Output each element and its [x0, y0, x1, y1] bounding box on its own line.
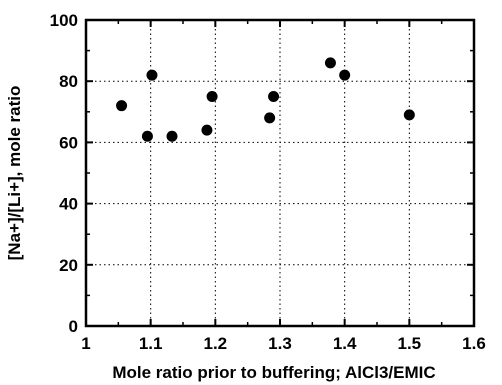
- data-point: [141, 130, 153, 142]
- x-tick-label: 1.4: [333, 334, 357, 353]
- data-point: [339, 69, 351, 81]
- x-tick-label: 1: [81, 334, 90, 353]
- data-point: [268, 91, 280, 102]
- data-point: [166, 130, 178, 142]
- x-tick-label: 1.1: [139, 334, 163, 353]
- x-tick-label: 1.6: [462, 334, 486, 353]
- x-tick-label: 1.3: [268, 334, 292, 353]
- data-point: [206, 91, 218, 102]
- y-axis-tick-labels: 0 20 40 60 80 100: [50, 11, 78, 336]
- y-tick-label: 60: [59, 133, 78, 152]
- data-point: [264, 112, 276, 124]
- data-points: [116, 57, 415, 142]
- y-tick-label: 80: [59, 72, 78, 91]
- data-point: [201, 124, 213, 136]
- data-point: [116, 100, 128, 112]
- x-axis-title: Mole ratio prior to buffering; AlCl3/EMI…: [112, 363, 435, 382]
- x-tick-label: 1.5: [398, 334, 422, 353]
- y-tick-label: 40: [59, 195, 78, 214]
- axis-ticks: [85, 19, 475, 327]
- y-axis-title: [Na+]/[Li+], mole ratio: [5, 86, 24, 261]
- x-axis-tick-labels: 1 1.1 1.2 1.3 1.4 1.5 1.6: [81, 334, 486, 353]
- x-tick-label: 1.2: [204, 334, 228, 353]
- y-tick-label: 100: [50, 11, 78, 30]
- grid-lines: [86, 20, 474, 326]
- data-point: [324, 57, 336, 69]
- data-point: [403, 109, 415, 121]
- y-tick-label: 0: [69, 317, 78, 336]
- data-point: [146, 69, 158, 81]
- y-tick-label: 20: [59, 256, 78, 275]
